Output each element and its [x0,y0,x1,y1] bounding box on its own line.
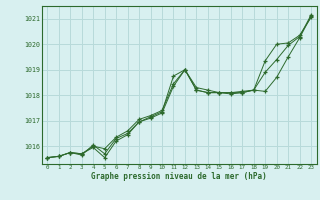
X-axis label: Graphe pression niveau de la mer (hPa): Graphe pression niveau de la mer (hPa) [91,172,267,181]
